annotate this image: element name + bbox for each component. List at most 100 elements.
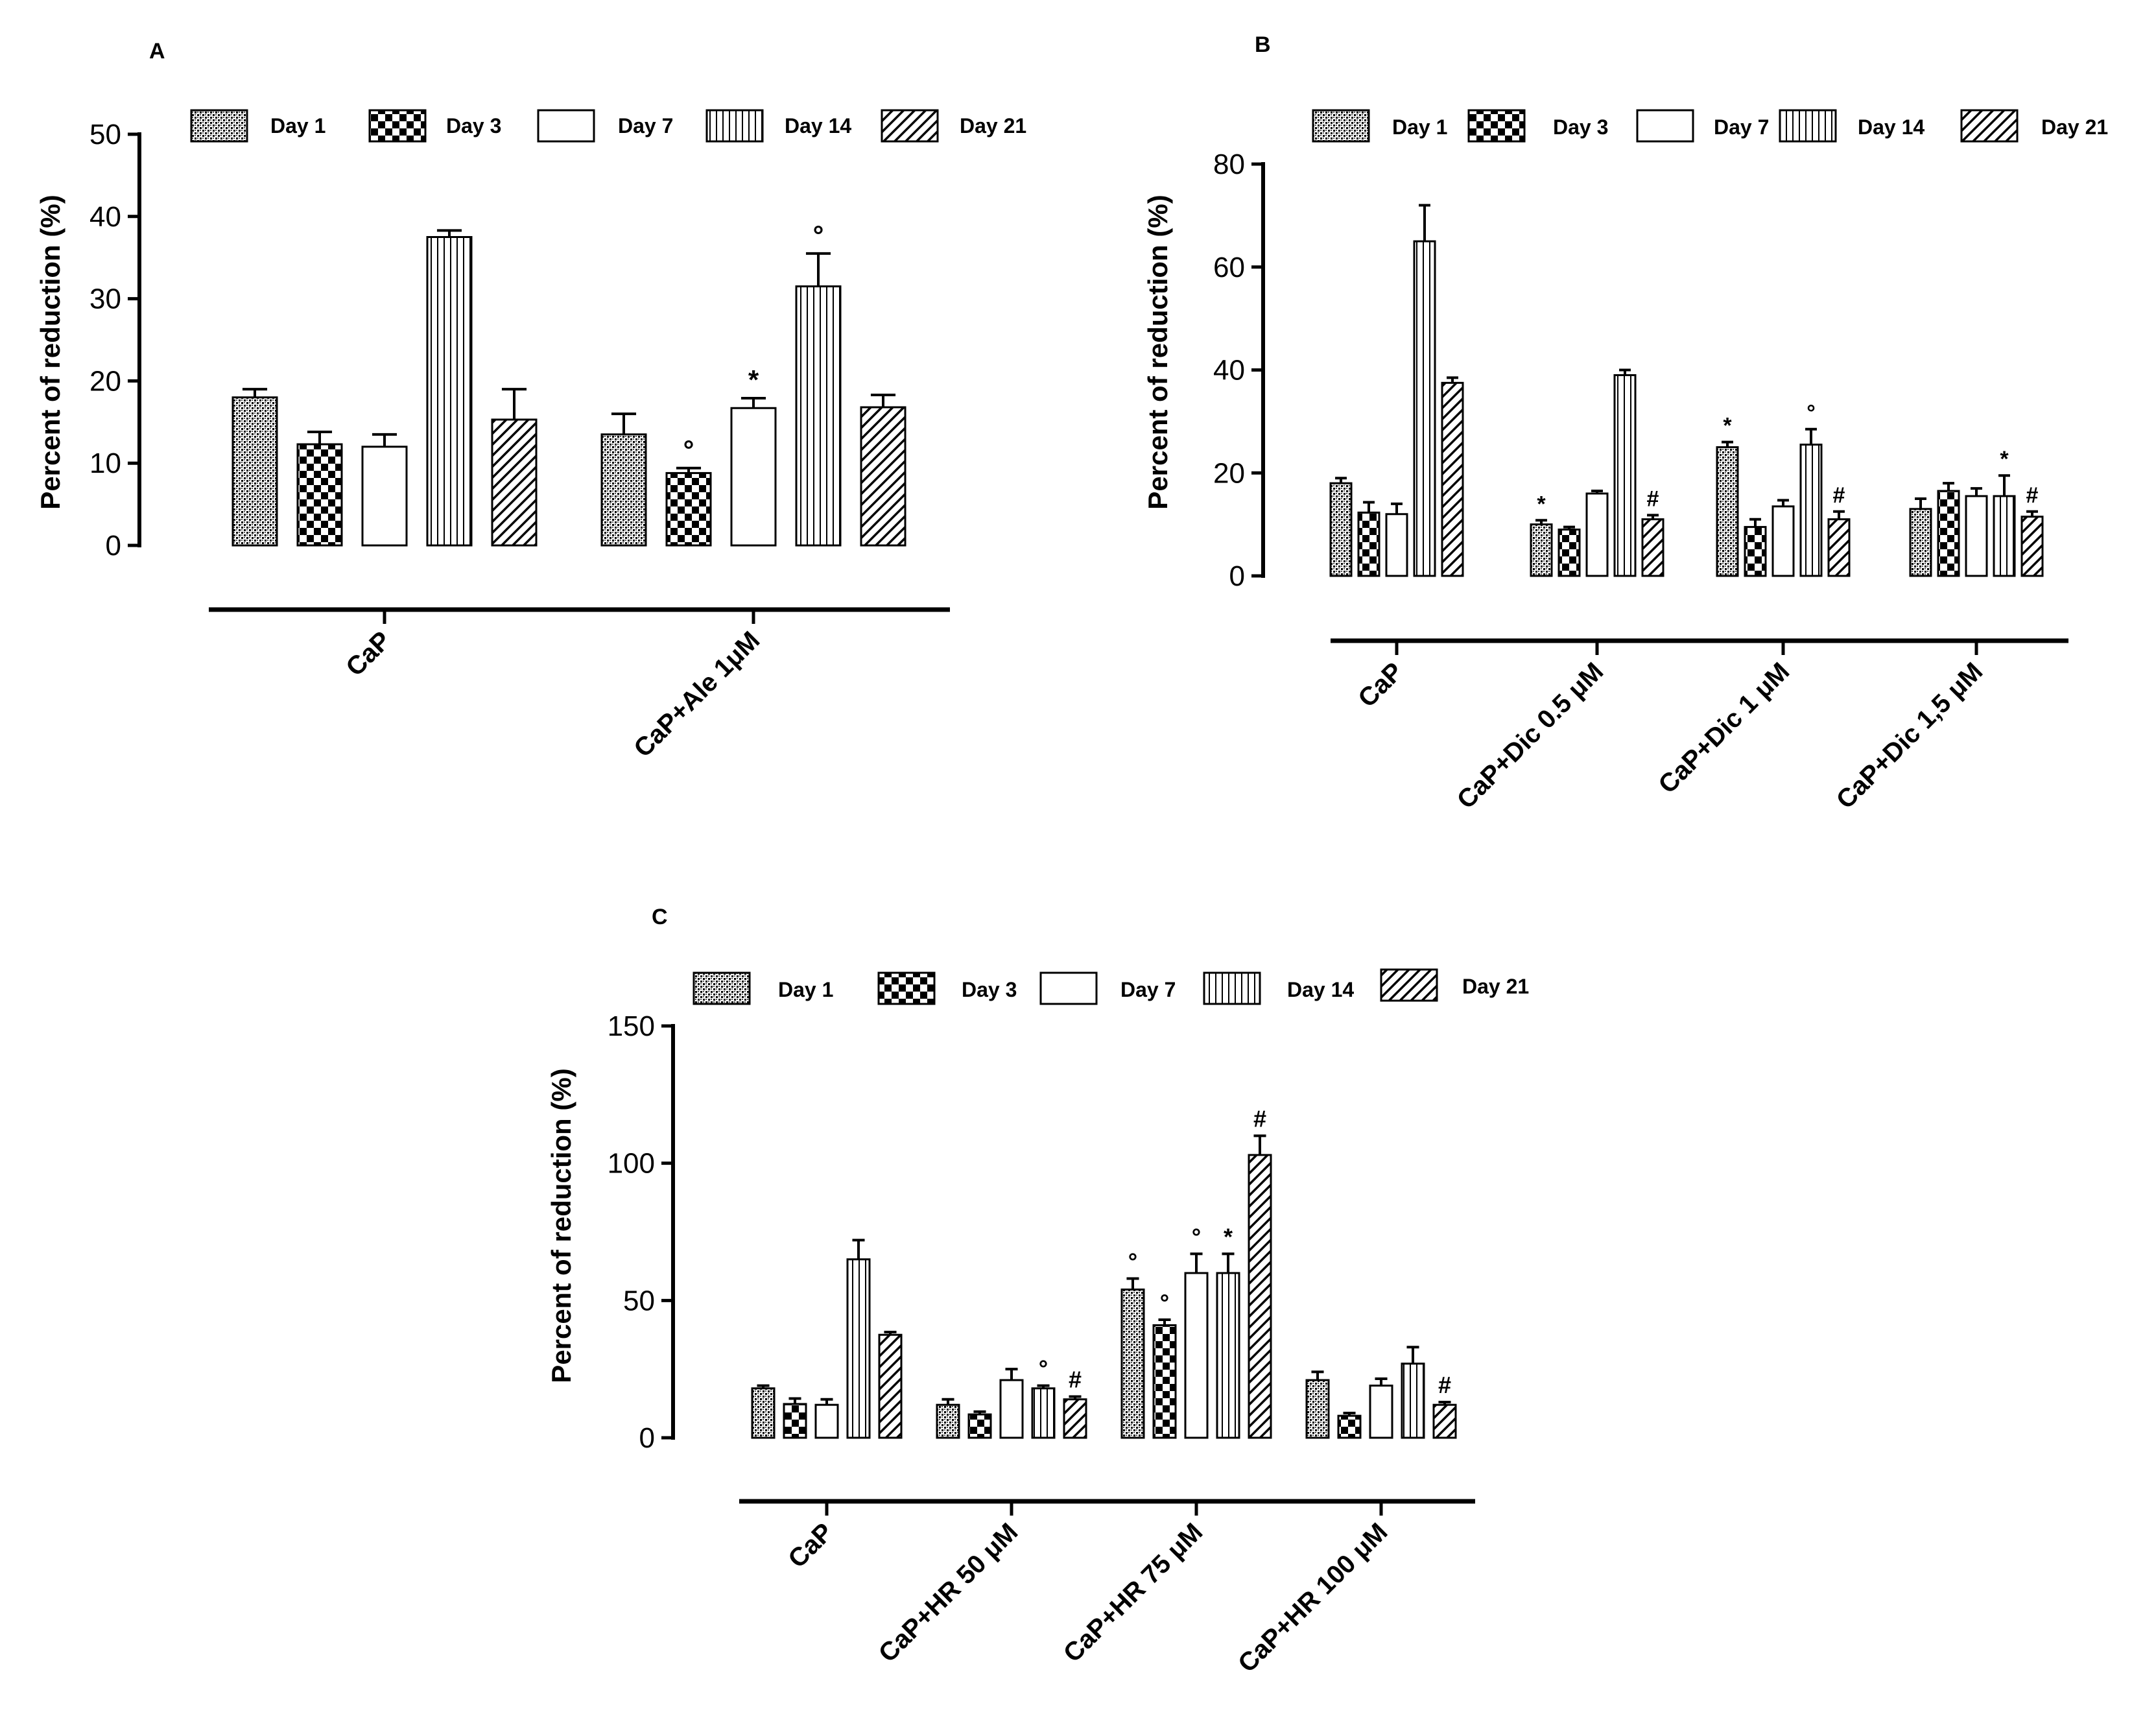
- panel-b-category-label: CaP: [1353, 657, 1408, 713]
- panel-b-bar: [1993, 495, 2016, 577]
- panel-b-significance-mark: *: [1537, 492, 1546, 516]
- panel-b-y-tick-label: 40: [1213, 355, 1245, 387]
- panel-a-legend-swatch-day21: [881, 109, 939, 143]
- panel-b-bar: [1585, 492, 1609, 577]
- panel-a-legend-swatch-day1: [190, 109, 248, 143]
- panel-a-label: A: [149, 39, 165, 64]
- panel-a-bar: [231, 396, 278, 547]
- panel-a-y-tick-label: 10: [89, 447, 121, 479]
- panel-a-y-tick-label: 0: [106, 530, 121, 562]
- panel-a-legend-label-day21: Day 21: [960, 114, 1026, 137]
- panel-a-legend: Day 1 Day 3 Day 7 Day 14 Day 21: [190, 109, 1026, 143]
- panel-c-bar: [1216, 1272, 1240, 1439]
- panel-c: C Percent of reduction (%) Day 1 Day 3 D…: [546, 905, 1529, 1383]
- panel-c-y-tick-label: 150: [608, 1010, 655, 1042]
- panel-a-legend-label-day14: Day 14: [785, 114, 851, 137]
- panel-c-bar: [1401, 1363, 1425, 1439]
- panel-a-legend-label-day3: Day 3: [446, 114, 501, 137]
- panel-b-legend-label-day1: Day 1: [1392, 115, 1447, 139]
- panel-c-legend-swatch-day3: [877, 971, 936, 1005]
- panel-a-y-tick-label: 20: [89, 365, 121, 397]
- panel-b-bar: [1413, 240, 1436, 577]
- panel-c-significance-mark: °: [1160, 1289, 1169, 1316]
- panel-a-legend-swatch-day3: [368, 109, 427, 143]
- panel-a-y-tick-label: 40: [89, 201, 121, 233]
- panel-b-category-label: CaP+Dic 1,5 μM: [1831, 657, 1989, 815]
- panel-b-legend-swatch-day1: [1312, 109, 1370, 143]
- panel-a-y-tick-label: 30: [89, 283, 121, 315]
- panel-c-significance-mark: °: [1128, 1248, 1137, 1274]
- panel-a-legend-label-day7: Day 7: [618, 114, 673, 137]
- panel-a-y-axis-label: Percent of reduction (%): [35, 195, 65, 509]
- panel-c-bar: [1063, 1398, 1087, 1439]
- panel-c-y-tick-label: 0: [639, 1422, 655, 1454]
- panel-b-bar: [1799, 444, 1823, 577]
- panel-c-bar: [936, 1403, 960, 1439]
- panel-c-bar: [1305, 1379, 1330, 1439]
- panel-c-bar: [1031, 1387, 1056, 1439]
- panel-b-plot: 0 20 40 60 80 CaP * # CaP+Dic 0.5 μM * ° # CaP+Dic 1…: [1213, 149, 2068, 815]
- panel-a-bar: [491, 418, 538, 547]
- panel-b-bar: [1613, 374, 1637, 577]
- panel-a-significance-mark: °: [683, 435, 694, 465]
- panel-a-bar: [665, 471, 712, 547]
- panel-c-category-label: CaP+HR 75 μM: [1058, 1518, 1209, 1668]
- panel-c-bar: [1120, 1288, 1145, 1439]
- panel-a-y-tick-label: 50: [89, 119, 121, 150]
- panel-b-legend-swatch-day14: [1779, 109, 1837, 143]
- panel-a-bar: [361, 446, 408, 547]
- panel-b-significance-mark: #: [2026, 483, 2039, 508]
- panel-b-legend-swatch-day21: [1960, 109, 2019, 143]
- panel-b-legend-label-day3: Day 3: [1553, 115, 1608, 139]
- panel-b-legend-label-day14: Day 14: [1858, 115, 1925, 139]
- panel-a-bar: [795, 285, 842, 547]
- panel-a-plot: 0 10 20 30 40 50 CaP ° * ° CaP+Ale 1μM: [89, 119, 950, 763]
- panel-a-bar: [296, 443, 343, 547]
- panel-a-legend-label-day1: Day 1: [270, 114, 326, 137]
- panel-a-category-label: CaP: [340, 626, 396, 682]
- panel-b: B Percent of reduction (%) Day 1 Day 3 D…: [1143, 32, 2108, 510]
- panel-c-significance-mark: #: [1438, 1372, 1451, 1398]
- panel-c-legend-swatch-day21: [1380, 968, 1438, 1002]
- panel-c-bar: [1248, 1154, 1272, 1439]
- panel-c-legend: Day 1 Day 3 Day 7 Day 14 Day 21: [693, 968, 1529, 1005]
- panel-c-bar: [783, 1403, 807, 1439]
- panel-a-bar: [730, 407, 777, 547]
- panel-b-bar: [2020, 516, 2044, 577]
- panel-c-y-axis-label: Percent of reduction (%): [546, 1068, 576, 1383]
- panel-b-bar: [1441, 381, 1464, 577]
- panel-b-category-label: CaP+Dic 1 μM: [1653, 657, 1795, 799]
- panel-a-category-label: CaP+Ale 1μM: [628, 626, 765, 763]
- panel-c-label: C: [652, 905, 668, 929]
- panel-a-bar: [426, 236, 473, 547]
- panel-b-bar: [1558, 529, 1581, 577]
- panel-b-category-label: CaP+Dic 0.5 μM: [1452, 657, 1609, 815]
- panel-c-significance-mark: °: [1039, 1355, 1048, 1382]
- panel-b-significance-mark: °: [1807, 401, 1816, 425]
- panel-b-significance-mark: *: [2000, 447, 2009, 471]
- panel-a: A Percent of reduction (%) Day 1 Day 3 D…: [35, 39, 1026, 510]
- panel-b-legend-swatch-day3: [1467, 109, 1526, 143]
- panel-c-bar: [1184, 1272, 1209, 1439]
- panel-c-bar: [1432, 1403, 1457, 1439]
- panel-c-legend-swatch-day14: [1203, 971, 1261, 1005]
- panel-b-bar: [1716, 446, 1739, 577]
- panel-c-plot: 0 50 100 150 CaP ° # CaP+HR 50 μM ° ° ° * # CaP+HR 75…: [608, 1010, 1475, 1678]
- panel-b-legend-swatch-day7: [1636, 109, 1694, 143]
- panel-b-y-tick-label: 20: [1213, 457, 1245, 489]
- panel-c-significance-mark: #: [1069, 1366, 1082, 1393]
- panel-b-bar: [1385, 513, 1408, 577]
- panel-b-y-tick-label: 60: [1213, 252, 1245, 283]
- panel-b-y-tick-label: 80: [1213, 149, 1245, 180]
- panel-b-bar: [1329, 482, 1353, 577]
- panel-c-legend-label-day3: Day 3: [962, 978, 1017, 1001]
- panel-c-legend-label-day14: Day 14: [1287, 978, 1354, 1001]
- panel-c-bar: [814, 1403, 839, 1439]
- panel-c-legend-swatch-day1: [693, 971, 751, 1005]
- panel-b-bar: [1744, 526, 1767, 577]
- panel-b-legend-label-day21: Day 21: [2041, 115, 2108, 139]
- panel-c-significance-mark: #: [1253, 1105, 1266, 1132]
- panel-c-bar: [967, 1413, 992, 1439]
- panel-c-category-label: CaP: [783, 1518, 838, 1573]
